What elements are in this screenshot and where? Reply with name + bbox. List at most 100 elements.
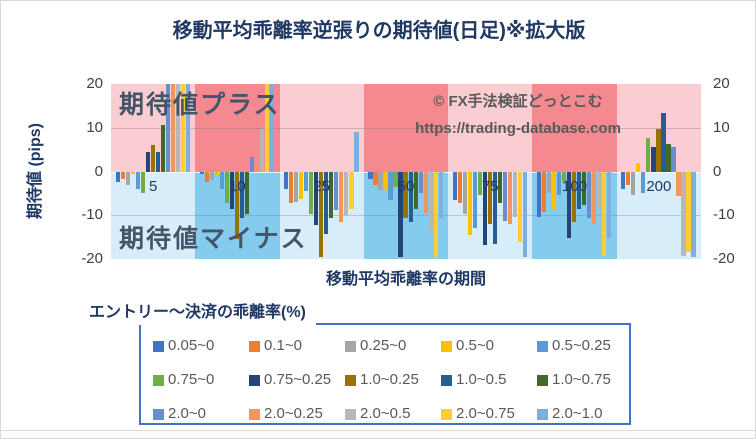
legend-item-0.5~0: 0.5~0 [441,337,494,354]
bar-25-1.0~0.75 [329,171,334,219]
legend-label: 2.0~0.75 [456,405,515,422]
bar-200-0.25~0 [631,171,636,196]
legend-swatch-icon [345,409,356,420]
bar-25-1.0~0.25 [319,171,324,257]
bar-25-2.0~0.25 [339,171,344,222]
bar-5-2.0~0 [165,84,170,172]
bottom-edge [1,430,755,438]
legend-swatch-icon [153,409,164,420]
bar-5-0.1~0 [120,171,125,180]
category-label-5: 5 [148,177,158,195]
bar-200-2.0~0.5 [681,171,686,256]
bar-50-1.0~0.75 [413,171,418,209]
bar-50-0.5~0.25 [388,171,393,200]
bar-50-0.5~0 [383,171,388,189]
legend-item-0.1~0: 0.1~0 [249,337,302,354]
bar-100-1.0~0.5 [577,171,582,209]
legend-label: 0.1~0 [264,337,302,354]
legend-label: 0.25~0 [360,337,407,354]
bar-25-0.5~0 [299,171,304,199]
legend-item-0.75~0: 0.75~0 [153,371,214,388]
bar-75-0.25~0 [462,171,467,214]
legend-swatch-icon [441,341,452,352]
negative-zone-label: 期待値マイナス [119,225,308,253]
bar-200-2.0~1.0 [691,171,696,257]
legend-item-0.25~0: 0.25~0 [345,337,407,354]
legend-swatch-icon [537,341,548,352]
bar-5-1.0~0.75 [160,124,165,172]
legend-title: エントリー～決済の乖離率(%) [89,298,316,325]
bar-50-1.0~0.25 [403,171,408,219]
bar-100-2.0~0.25 [592,171,597,224]
plot-area: 5 10 25 50 75 100 200 期待値プラス 期待値マイナス © FX手法検証どっと… [111,84,702,259]
legend-swatch-icon [441,409,452,420]
legend-item-1.0~0.25: 1.0~0.25 [345,371,419,388]
bar-200-0.1~0 [626,171,631,186]
bar-200-2.0~0 [671,147,676,172]
bar-75-2.0~0.25 [507,171,513,224]
bar-5-1.0~0.25 [150,145,155,172]
bar-5-0.5~0.25 [135,171,140,189]
bar-50-0.05~0 [368,171,373,179]
legend-swatch-icon [441,375,452,386]
legend-label: 2.0~0.5 [360,405,411,422]
legend-item-1.0~0.75: 1.0~0.75 [537,371,611,388]
bar-75-1.0~0.75 [497,171,502,204]
legend-swatch-icon [345,341,356,352]
bar-200-2.0~0.25 [676,171,681,197]
bar-25-2.0~0.5 [344,171,349,216]
bar-5-0.75~0.25 [145,151,150,172]
bar-75-0.1~0 [457,171,462,204]
bar-50-0.75~0.25 [398,171,403,257]
gridline [111,127,701,129]
y-tick-right--10: -10 [713,206,735,224]
bar-25-2.0~1.0 [354,131,359,172]
watermark-line2: https://trading-database.com [415,120,621,137]
legend-label: 1.0~0.25 [360,371,419,388]
legend-item-2.0~0.75: 2.0~0.75 [441,405,515,422]
bar-5-2.0~0.5 [175,84,180,172]
legend-swatch-icon [153,341,164,352]
bar-75-0.75~0 [477,171,482,196]
bar-10-1.0~0.75 [244,171,250,214]
bar-100-0.05~0 [536,171,542,217]
y-tick-left-0: 0 [94,162,103,180]
bar-75-0.75~0.25 [482,171,487,246]
bar-100-2.0~0 [587,171,592,219]
legend-swatch-icon [249,341,260,352]
legend-item-0.75~0.25: 0.75~0.25 [249,371,331,388]
bar-100-2.0~0.5 [597,171,602,209]
bar-75-1.0~0.5 [492,171,497,244]
plot-band-negative [111,171,196,259]
bar-25-2.0~0 [334,171,339,211]
bar-100-0.5~0 [551,171,557,209]
bar-5-0.25~0 [125,171,130,186]
bar-200-2.0~0.75 [686,171,691,252]
legend-label: 0.05~0 [168,337,215,354]
bar-25-0.25~0 [294,171,299,203]
legend-box: 0.05~0 0.1~0 0.25~0 0.5~0 0.5~0.25 0.75~0 0.75… [139,323,631,425]
legend-item-0.05~0: 0.05~0 [153,337,215,354]
bar-50-0.1~0 [373,171,378,186]
bar-5-2.0~1.0 [185,84,190,172]
y-tick-left--20: -20 [81,250,103,267]
bar-50-2.0~1.0 [438,171,443,219]
bar-50-2.0~0.25 [423,171,428,214]
bar-200-1.0~0.5 [661,113,666,172]
bar-100-1.0~0.75 [582,171,587,206]
legend-swatch-icon [249,375,260,386]
bar-5-2.0~0.75 [180,84,185,172]
bar-25-0.75~0 [309,171,314,214]
bar-100-2.0~1.0 [607,171,612,239]
bar-75-2.0~0 [502,171,508,222]
bar-50-0.25~0 [378,171,383,191]
category-label-200: 200 [646,177,672,195]
bar-10-0.5~0.25 [219,171,225,189]
bar-50-2.0~0.5 [428,171,433,232]
bar-10-1.0~0.5 [239,171,245,219]
y-tick-right-0: 0 [713,162,722,180]
bar-200-0.75~0.25 [651,147,656,172]
chart-title: 移動平均乖離率逆張りの期待値(日足)※拡大版 [172,20,586,42]
bar-10-2.0~1.0 [270,84,275,172]
